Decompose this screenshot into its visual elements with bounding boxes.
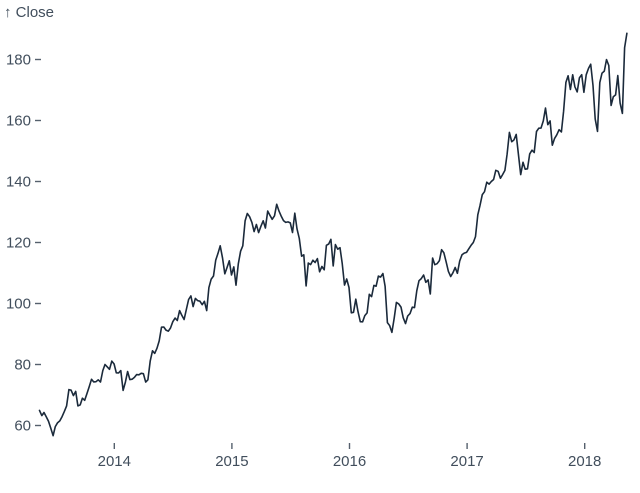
y-tick-label: 80 <box>14 357 31 374</box>
y-tick-label: 180 <box>6 52 31 69</box>
close-price-line <box>38 32 628 437</box>
y-tick-label: 140 <box>6 174 31 191</box>
y-axis-title: ↑ Close <box>4 4 55 21</box>
y-axis: 60 80 100 120 140 160 180 <box>6 52 41 435</box>
y-tick-label: 100 <box>6 296 31 313</box>
x-axis: 2014 2015 2016 2017 2018 <box>98 443 601 470</box>
x-tick-label: 2018 <box>568 453 601 470</box>
series-layer <box>38 32 628 437</box>
x-tick-label: 2014 <box>98 453 131 470</box>
y-tick-label: 120 <box>6 235 31 252</box>
y-tick-label: 160 <box>6 113 31 130</box>
x-tick-label: 2017 <box>450 453 483 470</box>
y-tick-label: 60 <box>14 418 31 435</box>
x-tick-label: 2015 <box>215 453 248 470</box>
x-tick-label: 2016 <box>333 453 366 470</box>
